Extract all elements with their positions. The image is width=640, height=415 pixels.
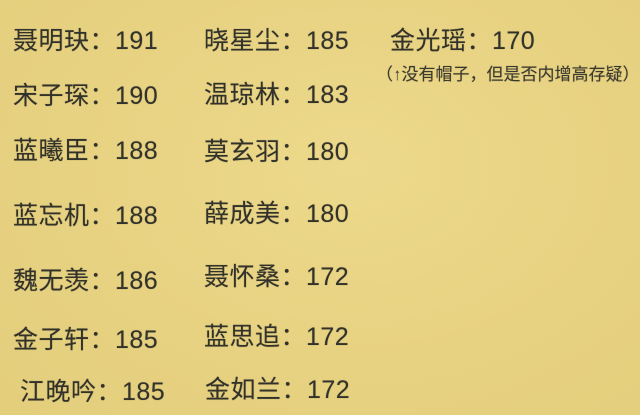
height-entry: 薛成美：180 [204,200,350,228]
height-entry: 金子轩：185 [13,326,159,354]
height-entry: 聂明玦：191 [13,27,159,55]
footnote-text: 没有帽子，但是否内增高存疑 [401,65,623,84]
height-column-left: 聂明玦：191 宋子琛：190 蓝曦臣：188 蓝忘机：188 魏无羡：186 金子轩：1… [13,0,193,415]
height-entry: 金光瑶：170 [390,27,536,55]
height-entry: 宋子琛：190 [13,82,159,110]
footnote-close-paren: ） [622,65,640,84]
height-entry: 聂怀桑：172 [204,263,350,291]
height-entry: 江晚吟：185 [20,378,166,406]
height-entry: 蓝曦臣：188 [13,137,159,165]
height-column-middle: 晓星尘：185 温琼林：183 莫玄羽：180 薛成美：180 聂怀桑：172 蓝思追：1… [204,0,384,415]
height-entry: 晓星尘：185 [204,27,350,55]
height-entry: 魏无羡：186 [13,267,159,295]
height-entry: 金如兰：172 [205,376,351,404]
up-arrow-icon: ↑ [393,65,401,84]
height-column-right: 金光瑶：170 [390,0,630,415]
footnote: （↑没有帽子，但是否内增高存疑） [376,64,640,85]
height-entry: 温琼林：183 [204,81,350,109]
height-entry: 莫玄羽：180 [204,138,350,166]
height-entry: 蓝思追：172 [204,323,350,351]
footnote-open-paren: （ [376,65,393,84]
height-entry: 蓝忘机：188 [13,202,159,230]
